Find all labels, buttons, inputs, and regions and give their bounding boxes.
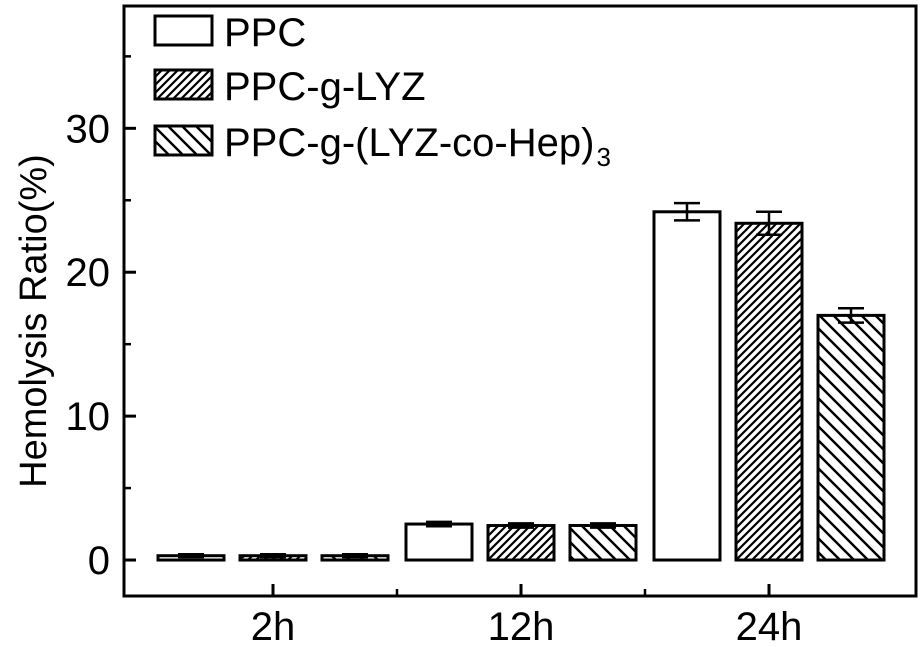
x-tick-label: 24h: [736, 605, 803, 647]
error-bar: [426, 520, 452, 528]
legend-label: PPC-g-LYZ: [224, 65, 426, 109]
y-axis-label: Hemolysis Ratio(%): [13, 154, 55, 488]
error-bars-layer: [178, 201, 864, 559]
bars-layer: [156, 210, 886, 562]
bar-12h-series-2: [486, 523, 556, 562]
x-tick-label: 2h: [251, 605, 296, 647]
error-bar: [674, 201, 700, 222]
legend-item: PPC: [153, 11, 306, 55]
axis-ticks: 0 10 20 30 2h 12h 24h: [66, 55, 803, 647]
error-bar: [178, 553, 204, 559]
y-tick-label: 30: [66, 107, 111, 151]
legend-label: PPC: [224, 11, 306, 55]
error-bar: [838, 306, 864, 324]
error-bar: [508, 522, 534, 529]
error-bar: [590, 522, 616, 529]
error-bar: [342, 553, 368, 559]
bar-12h-series-3: [568, 523, 638, 562]
error-bar: [260, 553, 286, 559]
legend-item: PPC-g-LYZ: [153, 65, 426, 109]
y-tick-label: 0: [88, 539, 110, 583]
x-tick-label: 12h: [488, 605, 555, 647]
y-tick-label: 20: [66, 251, 111, 295]
legend-label: PPC-g-(LYZ-co-Hep)3: [224, 121, 611, 172]
bar-24h-series-3: [816, 313, 886, 562]
legend-swatch: [153, 124, 214, 157]
bar-24h-series-1: [652, 210, 722, 562]
bar-24h-series-2: [734, 221, 804, 562]
legend-item: PPC-g-(LYZ-co-Hep)3: [153, 121, 611, 172]
legend-swatch: [153, 14, 214, 47]
y-tick-label: 10: [66, 395, 111, 439]
legend: PPC PPC-g-LYZ PPC-g-(LYZ-co-Hep)3: [153, 11, 611, 172]
bar-12h-series-1: [404, 522, 474, 562]
error-bar: [756, 210, 782, 237]
legend-swatch: [153, 68, 214, 101]
